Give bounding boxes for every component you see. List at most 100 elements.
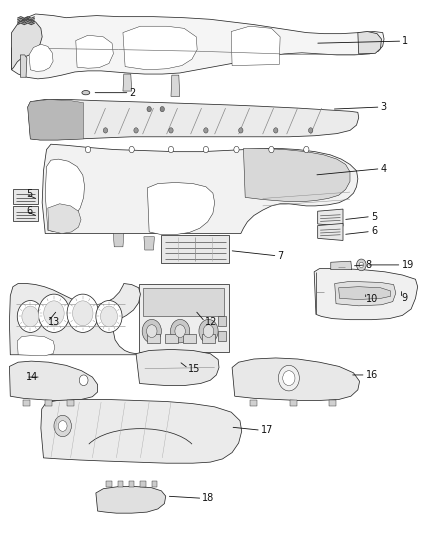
Circle shape <box>129 147 134 153</box>
Text: 6: 6 <box>371 227 377 237</box>
Polygon shape <box>48 204 81 233</box>
Circle shape <box>17 301 43 333</box>
Polygon shape <box>12 19 42 70</box>
Polygon shape <box>28 100 84 140</box>
Circle shape <box>357 259 366 271</box>
Circle shape <box>168 147 173 153</box>
Polygon shape <box>331 261 352 270</box>
Text: 4: 4 <box>381 164 387 174</box>
Text: 7: 7 <box>278 251 284 261</box>
Polygon shape <box>20 55 27 77</box>
Polygon shape <box>10 284 141 355</box>
Text: 12: 12 <box>205 317 217 327</box>
Polygon shape <box>45 400 52 406</box>
Circle shape <box>147 325 157 337</box>
Circle shape <box>274 128 278 133</box>
Polygon shape <box>10 361 98 400</box>
Polygon shape <box>123 74 132 91</box>
Polygon shape <box>209 236 220 249</box>
Polygon shape <box>136 350 219 385</box>
Circle shape <box>73 301 93 326</box>
Polygon shape <box>147 334 159 343</box>
Text: 6: 6 <box>26 206 32 216</box>
Circle shape <box>283 370 295 385</box>
Polygon shape <box>201 334 215 343</box>
Polygon shape <box>45 159 85 231</box>
Text: 16: 16 <box>366 370 378 380</box>
Polygon shape <box>143 288 224 316</box>
Circle shape <box>169 128 173 133</box>
Circle shape <box>44 301 64 326</box>
Polygon shape <box>165 334 178 343</box>
Polygon shape <box>171 75 180 96</box>
Polygon shape <box>123 26 197 70</box>
Circle shape <box>199 319 218 343</box>
Polygon shape <box>13 206 38 221</box>
Circle shape <box>142 319 161 343</box>
Polygon shape <box>174 237 185 251</box>
Polygon shape <box>28 100 359 140</box>
Polygon shape <box>76 35 113 68</box>
Polygon shape <box>41 399 242 463</box>
Circle shape <box>160 107 164 112</box>
Polygon shape <box>17 336 55 356</box>
Text: 15: 15 <box>188 364 201 374</box>
Polygon shape <box>129 481 134 487</box>
Polygon shape <box>339 287 391 300</box>
Polygon shape <box>358 31 381 54</box>
Text: 8: 8 <box>366 260 372 270</box>
Text: 17: 17 <box>261 425 273 435</box>
Circle shape <box>134 128 138 133</box>
Circle shape <box>204 128 208 133</box>
Circle shape <box>96 301 122 333</box>
Polygon shape <box>118 481 123 487</box>
Circle shape <box>147 107 151 112</box>
Circle shape <box>54 415 71 437</box>
Ellipse shape <box>82 91 90 95</box>
Polygon shape <box>144 237 154 250</box>
Circle shape <box>67 294 99 333</box>
Polygon shape <box>161 235 229 263</box>
Circle shape <box>85 147 91 153</box>
Circle shape <box>269 147 274 153</box>
Polygon shape <box>13 189 38 204</box>
Text: 19: 19 <box>402 260 414 270</box>
Text: 1: 1 <box>403 36 409 46</box>
Polygon shape <box>231 26 280 66</box>
Circle shape <box>22 306 39 327</box>
Text: 13: 13 <box>48 317 60 327</box>
Polygon shape <box>318 209 343 226</box>
Circle shape <box>203 325 214 337</box>
Circle shape <box>103 128 108 133</box>
Polygon shape <box>218 316 226 327</box>
Text: 10: 10 <box>366 294 378 304</box>
Text: 2: 2 <box>130 87 136 98</box>
Circle shape <box>175 325 185 337</box>
Polygon shape <box>106 481 112 487</box>
Polygon shape <box>183 334 196 343</box>
Circle shape <box>58 421 67 431</box>
Polygon shape <box>148 182 215 235</box>
Polygon shape <box>113 233 124 247</box>
Polygon shape <box>251 400 258 406</box>
Polygon shape <box>23 400 30 406</box>
Polygon shape <box>42 144 358 233</box>
Polygon shape <box>232 358 360 400</box>
Text: 5: 5 <box>26 189 32 199</box>
Text: 14: 14 <box>26 372 38 382</box>
Text: 9: 9 <box>402 293 408 303</box>
Circle shape <box>203 147 208 153</box>
Circle shape <box>170 319 190 343</box>
Polygon shape <box>141 481 146 487</box>
Polygon shape <box>12 14 384 79</box>
Polygon shape <box>314 269 418 320</box>
Text: 3: 3 <box>381 102 387 112</box>
Polygon shape <box>290 400 297 406</box>
Polygon shape <box>335 281 396 306</box>
Polygon shape <box>218 330 226 341</box>
Text: 5: 5 <box>371 212 377 222</box>
Circle shape <box>239 128 243 133</box>
Polygon shape <box>67 400 74 406</box>
Polygon shape <box>139 284 229 352</box>
Polygon shape <box>96 487 166 513</box>
